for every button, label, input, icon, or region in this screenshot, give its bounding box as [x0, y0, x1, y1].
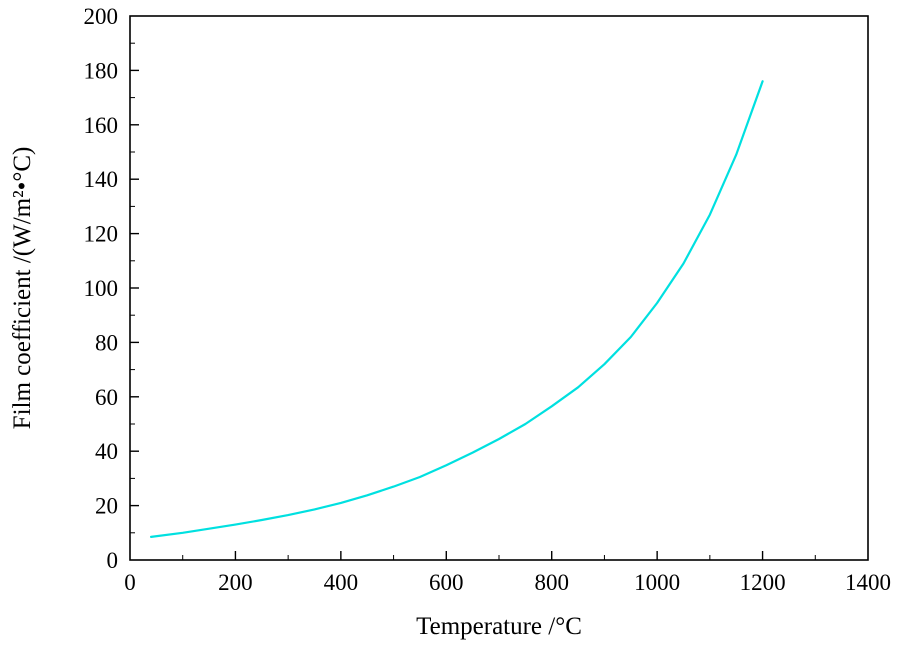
y-tick-label: 60: [95, 385, 118, 410]
x-tick-label: 400: [324, 570, 359, 595]
y-tick-label: 80: [95, 330, 118, 355]
y-tick-label: 40: [95, 439, 118, 464]
y-tick-label: 20: [95, 494, 118, 519]
y-tick-label: 120: [84, 222, 119, 247]
y-tick-label: 180: [84, 58, 119, 83]
y-tick-label: 160: [84, 113, 119, 138]
x-tick-label: 1400: [845, 570, 891, 595]
y-tick-label: 200: [84, 4, 119, 29]
x-tick-label: 200: [218, 570, 253, 595]
y-axis-label: Film coefficient /(W/m²•°C): [9, 147, 36, 430]
x-tick-label: 1000: [634, 570, 680, 595]
y-tick-label: 100: [84, 276, 119, 301]
x-axis-label: Temperature /°C: [416, 613, 582, 640]
y-tick-label: 140: [84, 167, 119, 192]
x-tick-label: 600: [429, 570, 464, 595]
x-tick-label: 0: [124, 570, 136, 595]
y-tick-label: 0: [107, 548, 119, 573]
x-tick-label: 1200: [740, 570, 786, 595]
x-tick-label: 800: [534, 570, 569, 595]
film-coefficient-curve: [150, 80, 764, 539]
